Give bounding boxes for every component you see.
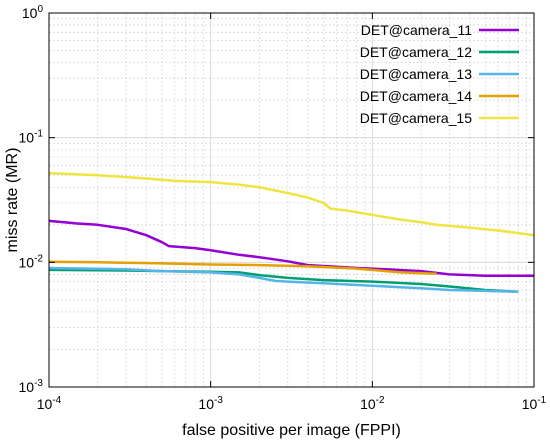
legend-label: DET@camera_14 [360, 88, 472, 104]
x-tick-label: 10-1 [522, 395, 547, 412]
y-axis-ticks: 10-3 10-2 10-1 100 [19, 4, 534, 395]
series-line-4 [48, 260, 437, 275]
legend-label: DET@camera_12 [360, 44, 472, 60]
y-tick-label: 10-2 [19, 253, 44, 270]
x-axis-ticks: 10-4 10-3 10-2 10-1 [37, 13, 547, 412]
x-tick-label: 10-3 [198, 395, 223, 412]
x-tick-label: 10-4 [37, 395, 62, 412]
legend-label: DET@camera_13 [360, 66, 472, 82]
x-tick-label: 10-2 [360, 395, 385, 412]
plot-frame [48, 12, 535, 388]
y-tick-label: 100 [22, 4, 44, 21]
legend-label: DET@camera_11 [361, 22, 472, 38]
legend: DET@camera_11 DET@camera_12 DET@camera_13 D… [360, 22, 519, 126]
series-lines [48, 171, 535, 294]
series-line-3 [48, 266, 519, 294]
y-tick-label: 10-1 [19, 129, 44, 146]
y-tick-label: 10-3 [19, 378, 44, 395]
series-line-5 [48, 171, 535, 237]
x-axis-title: false positive per image (FPPI) [182, 422, 401, 439]
series-line-1 [48, 219, 534, 278]
y-axis-title: miss rate (MR) [4, 148, 21, 253]
grid-lines [49, 13, 534, 387]
legend-label: DET@camera_15 [360, 110, 472, 126]
